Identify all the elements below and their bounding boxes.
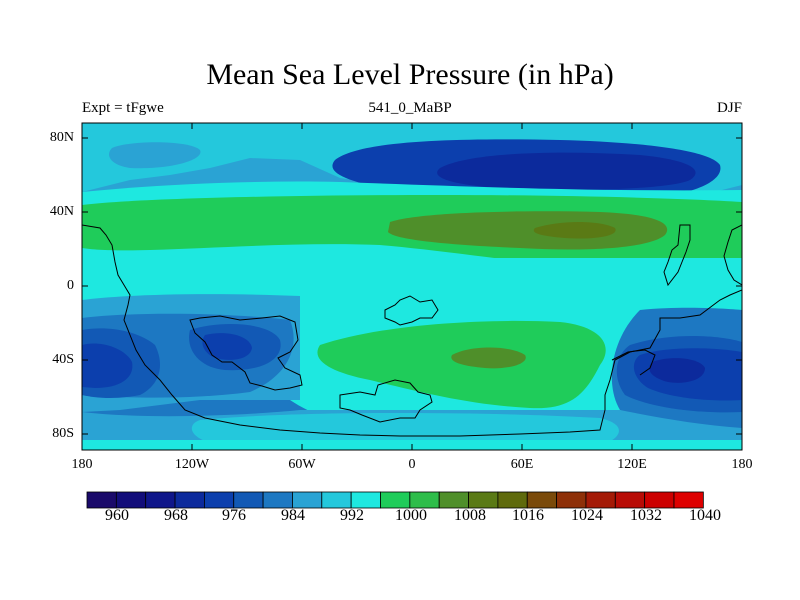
- colorbar-swatch: [409, 491, 440, 509]
- lon-label-60e: 60E: [510, 457, 534, 472]
- colorbar: [86, 491, 704, 509]
- lon-label-180e: 180: [731, 457, 753, 472]
- island-coastline: [384, 295, 439, 326]
- south-high-light-green: [317, 320, 606, 409]
- colorbar-swatch: [321, 491, 352, 509]
- south-east-center: [649, 358, 705, 383]
- colorbar-label: 984: [281, 507, 305, 524]
- colorbar-swatch: [145, 491, 176, 509]
- south-pacific-core: [82, 343, 133, 388]
- colorbar-label: 1008: [454, 507, 486, 524]
- lon-label-120e: 120E: [617, 457, 647, 472]
- colorbar-swatch: [497, 491, 528, 509]
- north-high-core: [533, 222, 616, 239]
- colorbar-swatch: [233, 491, 264, 509]
- north-high-mid-green: [388, 211, 668, 250]
- colorbar-label: 992: [340, 507, 364, 524]
- colorbar-swatch: [585, 491, 616, 509]
- colorbar-swatch: [526, 491, 558, 509]
- arctic-low-inner: [437, 152, 696, 190]
- colorbar-swatch: [556, 491, 587, 509]
- lon-label-60w: 60W: [288, 457, 316, 472]
- lat-label-0: 0: [67, 278, 74, 293]
- experiment-label: Expt = tFgwe: [82, 100, 164, 116]
- colorbar-swatch: [644, 491, 675, 509]
- colorbar-swatch: [614, 491, 646, 509]
- lat-label-40n: 40N: [49, 204, 74, 219]
- colorbar-swatch: [438, 491, 469, 509]
- colorbar-swatch: [262, 491, 293, 509]
- lon-label-120w: 120W: [174, 457, 210, 472]
- colorbar-label: 968: [164, 507, 188, 524]
- antarctic-interior: [191, 413, 619, 445]
- axis-ticks: [81, 123, 743, 450]
- season-label: DJF: [716, 100, 742, 116]
- south-high-core: [451, 347, 526, 369]
- east-island-coastline: [663, 224, 691, 287]
- lat-label-80s: 80S: [52, 426, 74, 441]
- colorbar-label: 976: [222, 507, 246, 524]
- colorbar-swatch: [350, 491, 381, 509]
- lat-label-80n: 80N: [49, 130, 74, 145]
- arctic-mid-patch: [109, 142, 201, 169]
- colorbar-swatch: [468, 491, 499, 509]
- colorbar-label: 1040: [689, 507, 721, 524]
- south-landmass-coastline: [339, 379, 433, 423]
- lat-label-40s: 40S: [52, 352, 74, 367]
- lon-label-0: 0: [408, 457, 416, 472]
- coastlines: [82, 224, 742, 437]
- africa-coastline: [189, 315, 303, 391]
- americas-coastline: [82, 224, 742, 437]
- pressure-field: [82, 123, 742, 450]
- colorbar-swatch: [174, 491, 205, 509]
- west-edge-coastline: [723, 224, 742, 286]
- colorbar-swatch: [86, 491, 117, 509]
- colorbar-swatch: [203, 491, 235, 509]
- south-mid-low-core: [202, 333, 252, 360]
- colorbar-label: 1032: [630, 507, 662, 524]
- period-label: 541_0_MaBP: [368, 100, 452, 116]
- colorbar-label: 960: [105, 507, 129, 524]
- colorbar-label: 1016: [512, 507, 544, 524]
- colorbar-swatch: [380, 491, 411, 509]
- southeast-coastline: [611, 349, 656, 376]
- lon-label-180w: 180: [71, 457, 93, 472]
- colorbar-swatch: [673, 491, 704, 509]
- colorbar-swatch: [292, 491, 323, 509]
- colorbar-swatch: [115, 491, 147, 509]
- map-title: Mean Sea Level Pressure (in hPa): [206, 58, 614, 91]
- colorbar-label: 1000: [395, 507, 427, 524]
- colorbar-label: 1024: [571, 507, 603, 524]
